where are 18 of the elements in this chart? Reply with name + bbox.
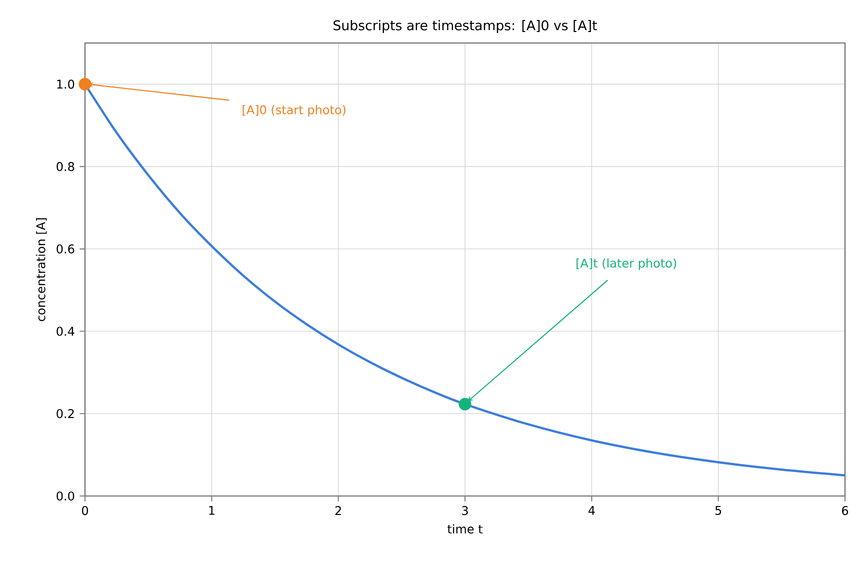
x-tick-label: 0 xyxy=(82,506,88,516)
x-tick-label: 2 xyxy=(335,506,341,515)
y-tick-label: 0.0 xyxy=(56,491,74,501)
y-axis-title: concentration [A] xyxy=(36,218,47,322)
x-tick-label: 4 xyxy=(588,506,595,515)
x-tick-label: 5 xyxy=(715,506,722,515)
chart-title: Subscripts are timestamps: [A]0 vs [A]t xyxy=(334,20,597,33)
y-tick-label: 0.4 xyxy=(56,326,74,336)
annotation: [A]0 (start photo) xyxy=(242,105,346,117)
y-tick-label: 0.2 xyxy=(56,409,74,418)
annotation: [A]t (later photo) xyxy=(576,258,676,270)
x-axis-title: time t xyxy=(448,524,483,534)
x-tick-label: 3 xyxy=(462,506,468,516)
y-tick-label: 0.8 xyxy=(56,162,74,172)
y-tick-label: 0.6 xyxy=(56,244,74,254)
x-tick-label: 1 xyxy=(209,506,214,515)
x-tick-label: 6 xyxy=(842,506,848,516)
y-tick-label: 1.0 xyxy=(57,80,74,89)
